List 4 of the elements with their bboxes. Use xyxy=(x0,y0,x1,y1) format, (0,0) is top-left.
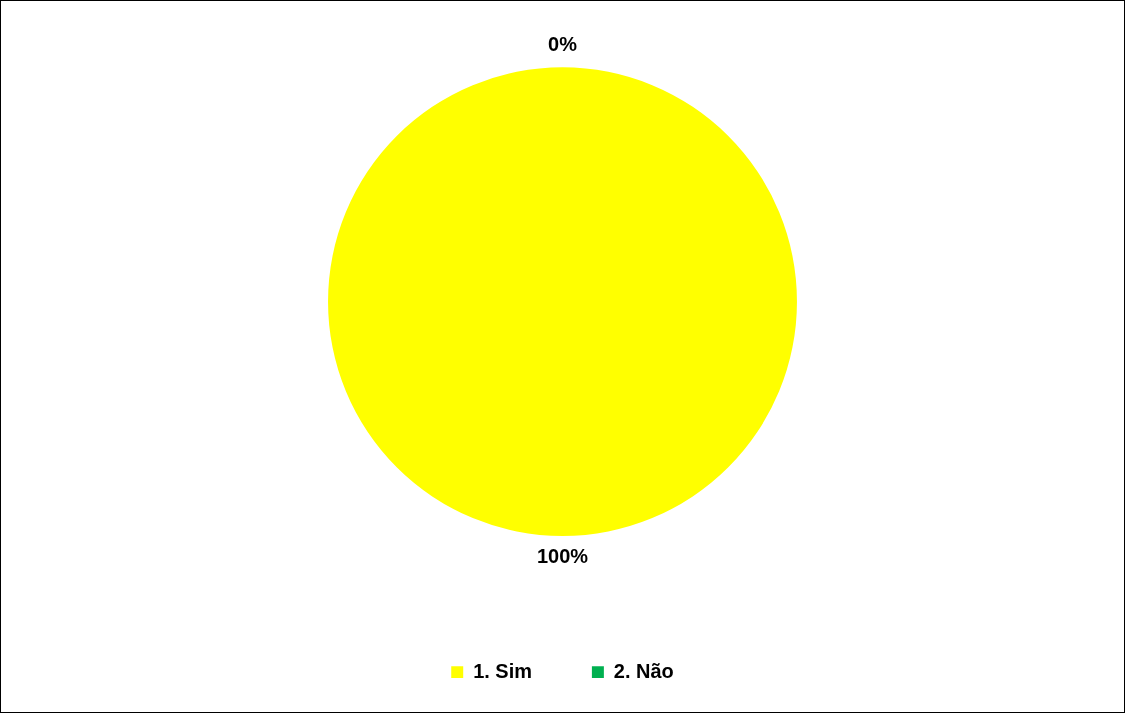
legend-label: 2. Não xyxy=(613,659,674,682)
legend-label: 1. Sim xyxy=(473,659,532,682)
data-label: 100% xyxy=(536,545,589,568)
text: 0% xyxy=(548,32,577,55)
